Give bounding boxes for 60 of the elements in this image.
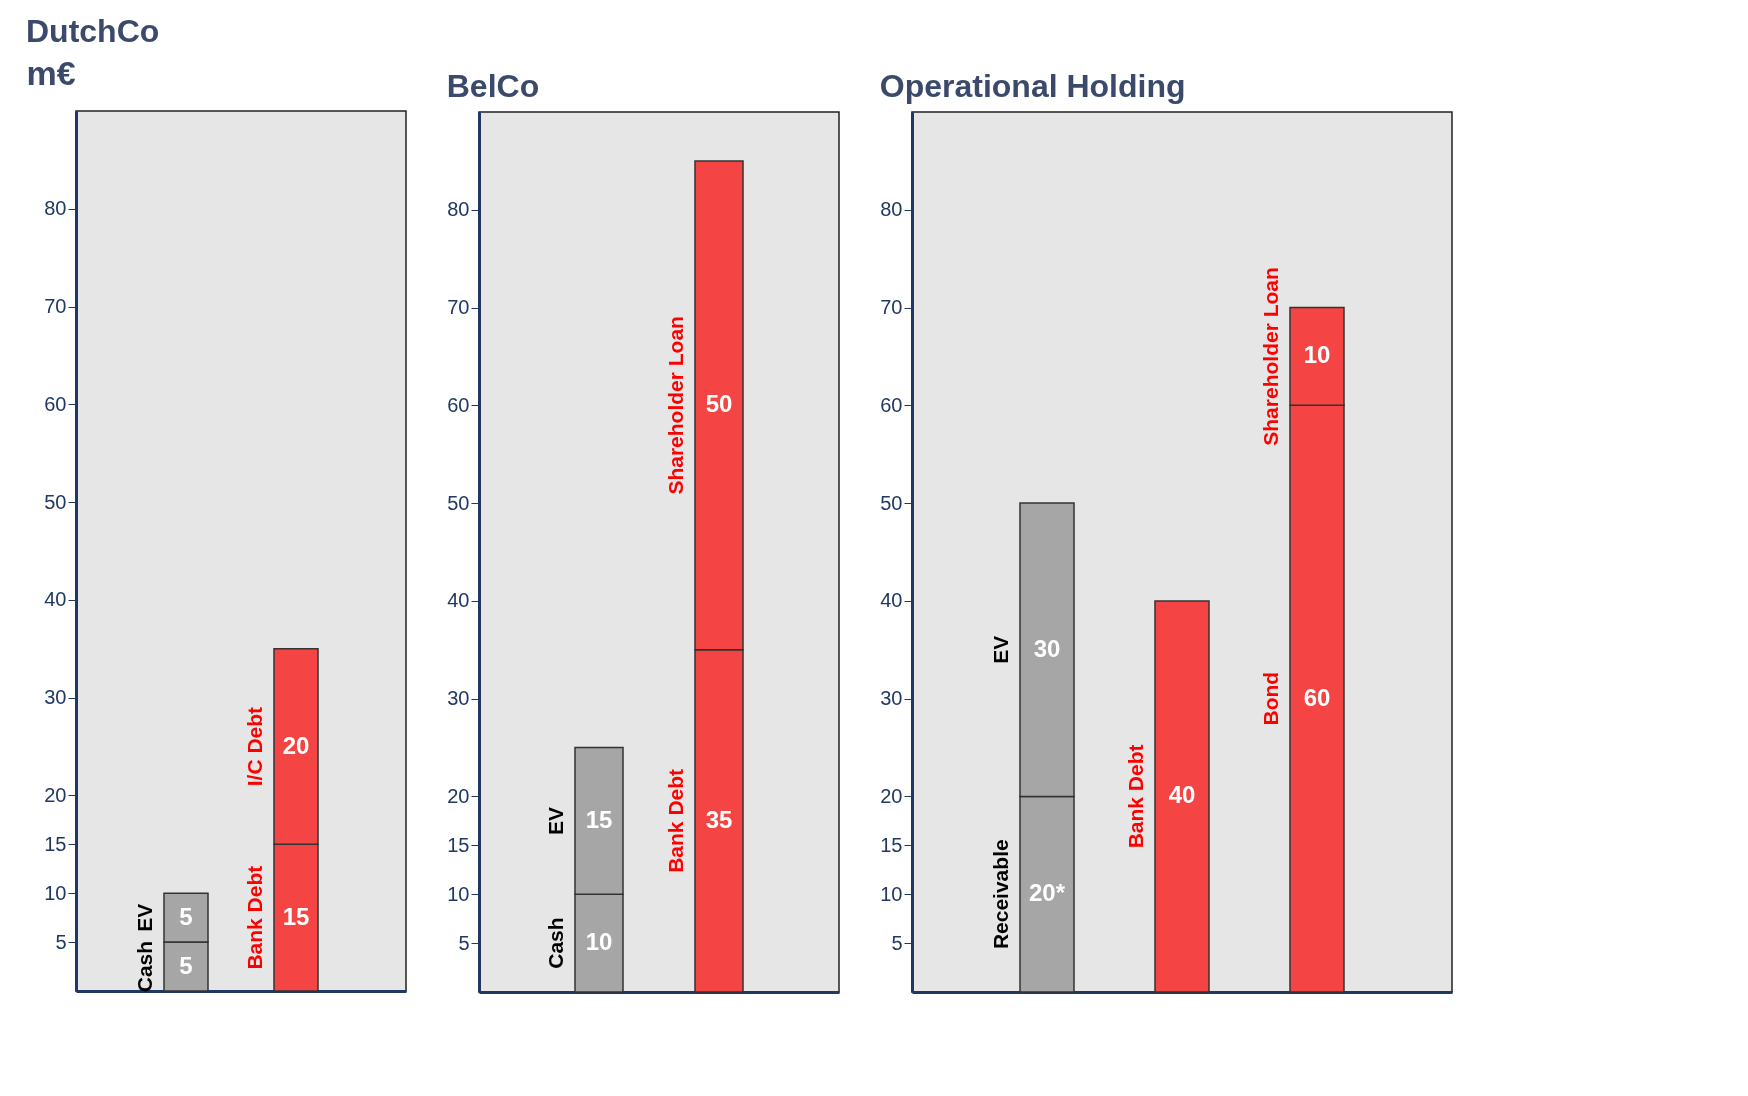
y-tick-label: 20 <box>880 784 903 807</box>
data-label: 30 <box>1033 634 1061 662</box>
data-label: 10 <box>1303 341 1331 369</box>
data-label: 50 <box>705 390 733 418</box>
y-tick-label: 50 <box>880 491 903 514</box>
y-tick-label: 15 <box>44 832 67 855</box>
y-tick-label: 5 <box>891 931 903 954</box>
y-tick-label: 40 <box>44 588 67 611</box>
data-label: 20 <box>282 731 310 759</box>
data-label: 5 <box>179 902 193 930</box>
text: EV <box>133 903 156 932</box>
chart-title: BelCo <box>446 68 540 104</box>
y-tick-label: 15 <box>447 833 470 856</box>
y-tick-label: 5 <box>458 931 470 954</box>
y-tick-label: 60 <box>44 392 67 415</box>
y-tick-label: 80 <box>447 198 470 221</box>
text: Shareholder Loan <box>664 316 687 495</box>
data-label: 10 <box>585 928 613 956</box>
text: Cash <box>133 940 156 993</box>
y-tick-label: 50 <box>44 490 67 513</box>
y-axis-title: m€ <box>26 53 76 92</box>
y-tick-label: 10 <box>44 881 67 904</box>
y-tick-label: 20 <box>44 783 67 806</box>
text: Bank Debt <box>664 768 687 873</box>
text: Cash <box>544 917 567 969</box>
y-tick-label: 10 <box>447 882 470 905</box>
text: Shareholder Loan <box>1259 267 1282 446</box>
y-tick-label: 20 <box>447 784 470 807</box>
text: Bond <box>1259 671 1282 726</box>
text: Receivable <box>989 839 1012 950</box>
y-tick-label: 30 <box>44 686 67 709</box>
data-label: 15 <box>282 902 310 930</box>
data-label: 5 <box>179 951 193 979</box>
chart-title: Operational Holding <box>879 68 1186 104</box>
text: I/C Debt <box>243 706 266 787</box>
y-tick-label: 30 <box>880 687 903 710</box>
data-label: 20* <box>1028 879 1066 907</box>
y-tick-label: 60 <box>880 393 903 416</box>
y-tick-label: 70 <box>880 296 903 319</box>
y-tick-label: 80 <box>44 197 67 220</box>
data-label: 15 <box>585 805 613 833</box>
y-tick-label: 70 <box>447 296 470 319</box>
text: Bank Debt <box>243 865 266 970</box>
y-tick-label: 15 <box>880 833 903 856</box>
y-tick-label: 80 <box>880 198 903 221</box>
y-tick-label: 40 <box>880 589 903 612</box>
y-tick-label: 30 <box>447 687 470 710</box>
chart-title: DutchCo <box>26 13 160 49</box>
y-tick-label: 70 <box>44 295 67 318</box>
y-tick-label: 10 <box>880 882 903 905</box>
data-label: 60 <box>1303 683 1331 711</box>
y-tick-label: 60 <box>447 393 470 416</box>
text: EV <box>544 806 567 835</box>
y-tick-label: 5 <box>55 930 67 953</box>
data-label: 35 <box>705 805 733 833</box>
text: Bank Debt <box>1124 744 1147 849</box>
y-tick-label: 50 <box>447 491 470 514</box>
data-label: 40 <box>1168 781 1196 809</box>
text: EV <box>989 635 1012 664</box>
y-tick-label: 40 <box>447 589 470 612</box>
